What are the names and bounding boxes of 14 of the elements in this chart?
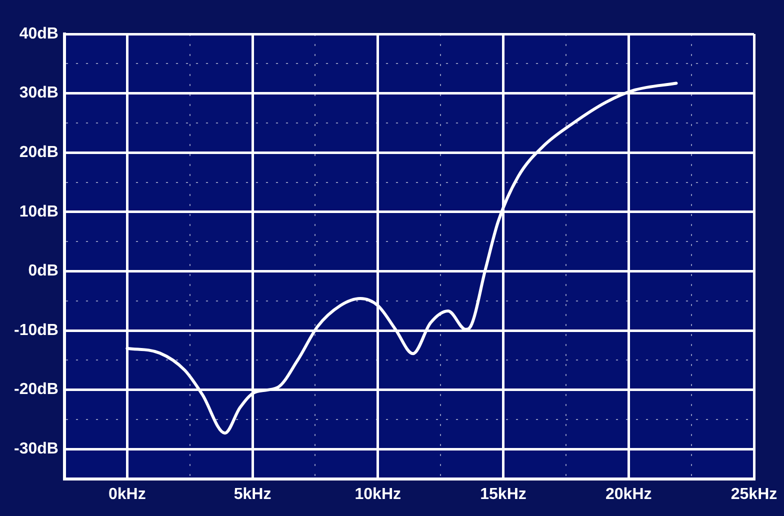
- y-tick-label: 0dB: [28, 262, 58, 280]
- x-tick-label: 15kHz: [480, 486, 526, 503]
- y-tick-label: -20dB: [14, 381, 58, 398]
- y-tick-label: 10dB: [19, 203, 58, 220]
- y-tick-label: -30dB: [14, 440, 58, 458]
- y-tick-label: 20dB: [19, 144, 58, 162]
- x-tick-label: 5kHz: [234, 486, 272, 503]
- x-tick-label: 25kHz: [730, 486, 778, 503]
- x-tick-label: 10kHz: [354, 486, 402, 503]
- y-tick-label: 30dB: [19, 84, 58, 102]
- x-tick-label: 20kHz: [606, 486, 652, 503]
- y-tick-label: -10dB: [14, 322, 58, 339]
- y-tick-label: 40dB: [19, 25, 58, 42]
- x-tick-label: 0kHz: [108, 486, 146, 503]
